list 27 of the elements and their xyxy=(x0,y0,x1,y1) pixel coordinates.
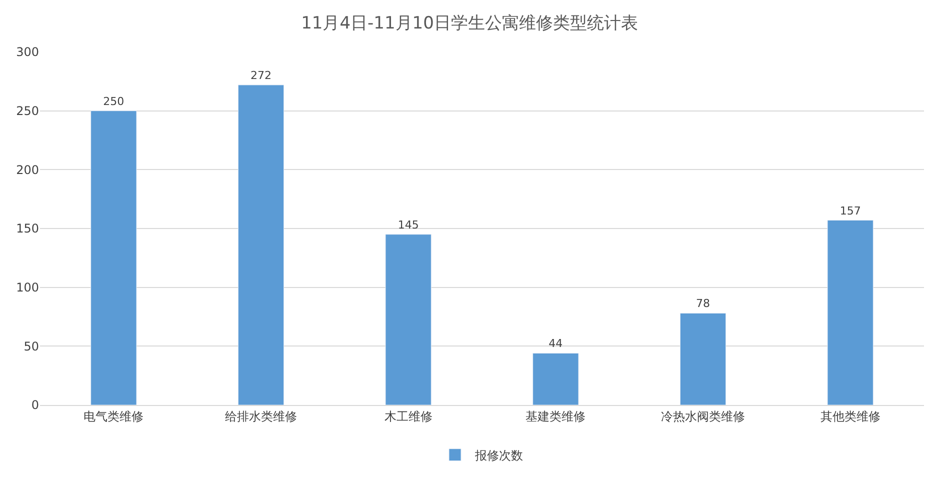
bar xyxy=(680,312,726,405)
data-label: 272 xyxy=(250,68,272,82)
bar xyxy=(238,84,284,405)
data-label: 44 xyxy=(548,337,563,350)
y-tick-label: 200 xyxy=(16,162,39,177)
y-tick-label: 150 xyxy=(16,222,39,236)
data-label: 250 xyxy=(103,94,124,108)
data-label: 78 xyxy=(696,297,710,310)
x-tick-label: 冷热水阀类维修 xyxy=(661,409,745,424)
bar xyxy=(385,234,432,405)
data-label: 145 xyxy=(398,218,419,232)
y-tick-label: 0 xyxy=(31,398,39,412)
y-tick-label: 50 xyxy=(24,339,39,354)
y-tick-label: 300 xyxy=(16,45,39,60)
bar xyxy=(532,352,579,405)
y-tick-label: 100 xyxy=(16,280,39,295)
chart-title: 11月4日-11月10日学生公寓维修类型统计表 xyxy=(301,14,638,34)
x-tick-label: 基建类维修 xyxy=(526,409,586,424)
legend-label: 报修次数 xyxy=(474,448,523,462)
data-label: 157 xyxy=(840,204,861,218)
x-tick-label: 给排水类维修 xyxy=(225,409,297,424)
bar xyxy=(90,110,137,405)
x-tick-label: 其他类维修 xyxy=(820,409,880,424)
bar xyxy=(827,220,874,405)
x-tick-label: 电气类维修 xyxy=(84,409,144,424)
x-tick-label: 木工维修 xyxy=(384,409,432,424)
y-tick-label: 250 xyxy=(16,104,39,118)
